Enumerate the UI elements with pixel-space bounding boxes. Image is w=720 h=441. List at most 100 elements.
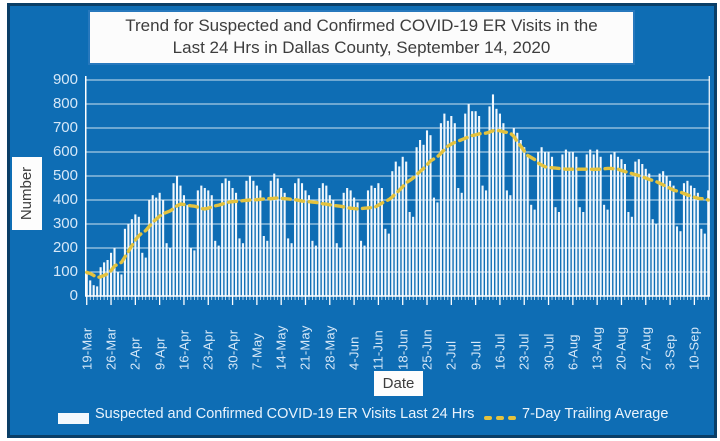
bar (467, 104, 470, 296)
bar (248, 176, 251, 296)
bar (304, 190, 307, 296)
bar (363, 245, 366, 296)
bar (172, 183, 175, 296)
bar (446, 120, 449, 296)
bar (557, 212, 561, 296)
bar (464, 113, 467, 296)
bar (693, 188, 696, 296)
bar (380, 188, 383, 296)
chart-title-line1: Trend for Suspected and Confirmed COVID-… (125, 16, 598, 35)
bar (561, 154, 564, 296)
x-tick-label: 23-Apr (200, 329, 216, 370)
y-tick-label: 700 (52, 119, 78, 136)
bar (627, 212, 630, 296)
x-tick-label: 6-Aug (565, 334, 581, 370)
bar (533, 209, 536, 296)
bar (252, 180, 255, 296)
bar (262, 236, 265, 296)
bar (116, 272, 120, 296)
bar (401, 156, 404, 296)
bar (665, 176, 668, 296)
x-tick-label: 16-Apr (176, 329, 192, 370)
bar (644, 168, 647, 296)
bar (651, 219, 654, 296)
bar (179, 185, 182, 296)
bar (321, 183, 324, 296)
bar (658, 173, 661, 296)
bar (109, 252, 113, 296)
x-tick-label: 30-Apr (225, 329, 241, 370)
bar (523, 147, 526, 296)
bar (148, 200, 151, 296)
legend-bar-label: Suspected and Confirmed COVID-19 ER Visi… (95, 406, 475, 422)
legend-bar-swatch (58, 413, 89, 424)
bar (488, 106, 491, 297)
bar (432, 197, 436, 296)
bar (578, 207, 581, 296)
legend-line-swatch (484, 416, 518, 420)
x-tick-label: 27-Aug (638, 326, 654, 370)
x-tick-label: 28-May (322, 325, 338, 370)
bar (443, 113, 446, 296)
chart-legend: Suspected and Confirmed COVID-19 ER Visi… (0, 403, 720, 431)
bar (547, 152, 550, 296)
bar (366, 190, 370, 296)
bar (259, 190, 262, 296)
x-tick-label: 9-Jul (468, 340, 484, 370)
bar (266, 240, 269, 296)
x-tick-label: 25-Jun (419, 329, 435, 370)
bar (408, 212, 411, 296)
bar (158, 192, 161, 296)
y-tick-label: 0 (69, 287, 78, 304)
bar (186, 204, 189, 296)
bar (422, 144, 425, 296)
bar (207, 190, 210, 296)
bar (290, 243, 293, 296)
bar (450, 116, 453, 296)
bar (436, 202, 439, 296)
bar (196, 190, 199, 296)
bar (634, 161, 637, 296)
chart-plot-area (85, 76, 710, 305)
bar (564, 149, 567, 296)
bar (182, 195, 186, 296)
bar (484, 190, 488, 296)
bar (682, 183, 686, 296)
x-tick-label: 19-Mar (79, 327, 95, 370)
bar (130, 219, 133, 296)
y-tick-label: 100 (52, 263, 78, 280)
y-tick-label: 200 (52, 239, 78, 256)
bar (123, 228, 126, 296)
x-tick-label: 21-May (297, 325, 313, 370)
bar (175, 176, 179, 296)
bar (530, 204, 533, 296)
bar (616, 156, 620, 296)
x-tick-label: 13-Aug (589, 326, 605, 370)
bar (165, 243, 168, 296)
bar (481, 185, 484, 296)
bar (471, 111, 474, 296)
bar (155, 197, 158, 296)
bar (478, 116, 481, 296)
x-axis-title: Date (374, 371, 423, 396)
bar (276, 178, 279, 296)
bar (623, 164, 626, 296)
x-tick-label: 23-Jul (516, 333, 532, 370)
bar (589, 149, 592, 296)
bar (162, 200, 165, 296)
bar (457, 188, 460, 296)
x-tick-label: 2-Jul (443, 340, 459, 370)
bar (169, 248, 172, 296)
bar (544, 152, 547, 296)
bar (353, 197, 356, 296)
bar (620, 159, 623, 296)
bar (498, 113, 501, 296)
bar (460, 192, 463, 296)
bar (648, 173, 651, 296)
bar (439, 123, 442, 296)
bar (241, 243, 245, 296)
bar (238, 238, 241, 296)
bar (582, 212, 585, 296)
bar (255, 185, 258, 296)
x-tick-label: 14-May (273, 325, 289, 370)
